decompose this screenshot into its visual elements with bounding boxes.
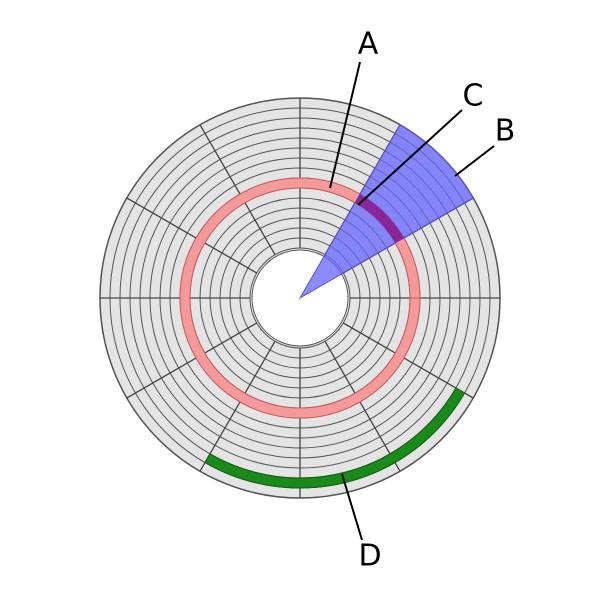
sector-line [126,322,258,399]
label-b: B [495,114,516,149]
sector-line [324,340,401,472]
disk-shapes [99,97,501,499]
track-sector-c [355,194,404,243]
label-d: D [358,539,381,574]
sector-line [199,340,276,472]
sector-b [298,124,474,300]
leader-a [329,61,361,189]
sector-line [199,124,276,256]
track-a [179,177,421,419]
label-c: C [463,79,484,114]
cluster-d [204,387,466,489]
leaders [329,61,495,541]
leader-c [357,109,463,206]
label-a: A [358,27,379,62]
leader-b [454,145,495,177]
sector-line [342,322,474,399]
sector-line [126,197,258,274]
leader-d [341,473,363,541]
